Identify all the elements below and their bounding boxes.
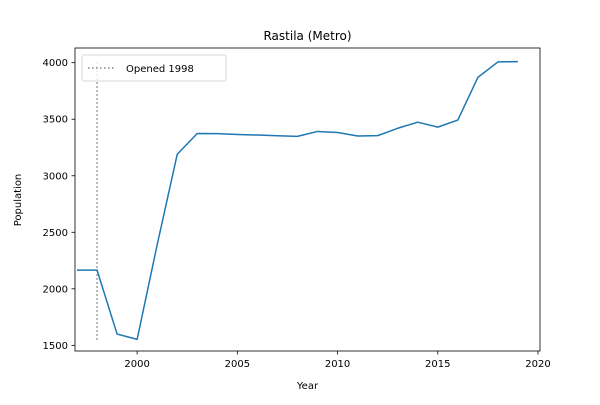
chart-title: Rastila (Metro): [263, 29, 351, 43]
legend: Opened 1998: [82, 55, 226, 81]
x-tick-label: 2005: [225, 359, 250, 370]
y-tick-label: 4000: [43, 58, 68, 69]
x-tick-label: 2000: [124, 359, 149, 370]
x-tick-label: 2015: [425, 359, 450, 370]
x-axis-label: Year: [296, 381, 319, 392]
y-tick-label: 2500: [43, 228, 68, 239]
y-tick-label: 3500: [43, 115, 68, 126]
y-tick-label: 3000: [43, 171, 68, 182]
x-tick-label: 2020: [525, 359, 550, 370]
legend-label: Opened 1998: [126, 64, 194, 75]
y-tick-label: 2000: [43, 284, 68, 295]
x-tick-label: 2010: [325, 359, 350, 370]
y-axis-label: Population: [13, 174, 24, 227]
y-tick-label: 1500: [43, 341, 68, 352]
